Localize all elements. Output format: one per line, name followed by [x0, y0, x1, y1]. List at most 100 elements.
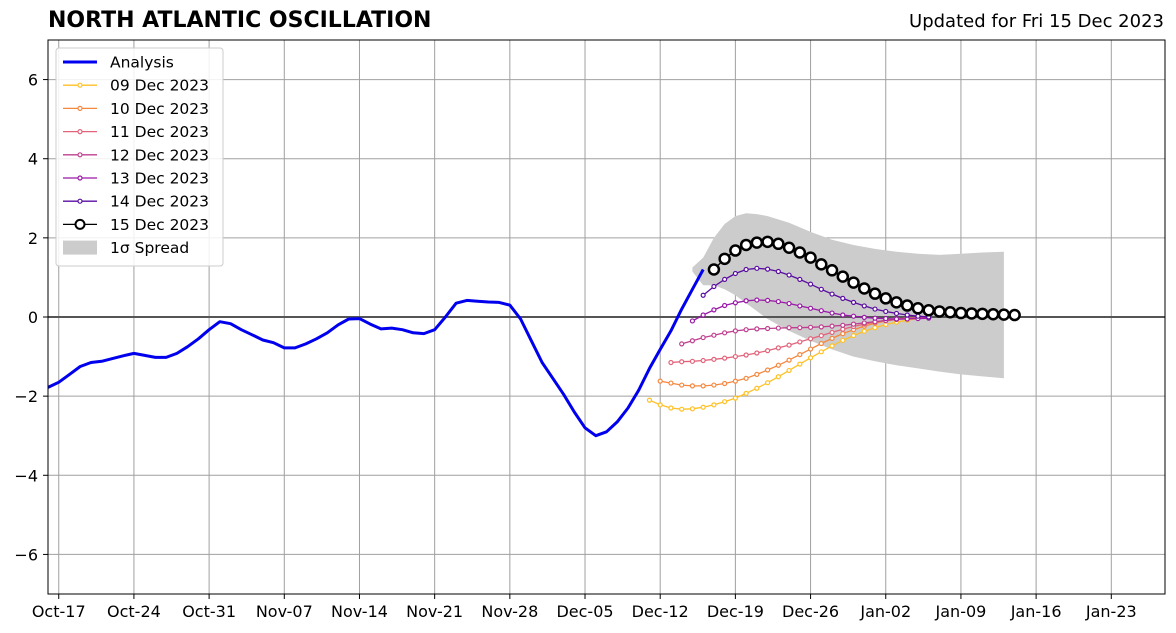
series-marker	[679, 406, 685, 412]
series-marker	[718, 252, 731, 266]
series-marker	[689, 358, 696, 364]
series-marker	[840, 322, 846, 328]
series-marker	[997, 308, 1011, 321]
series-15-dec-2023	[707, 235, 1021, 322]
series-marker	[711, 356, 717, 362]
spread-layer	[692, 213, 1004, 379]
series-marker	[700, 334, 706, 341]
series-marker	[743, 266, 749, 273]
x-tick-label: Nov-14	[331, 602, 388, 621]
series-marker	[657, 402, 663, 408]
series-marker	[840, 337, 846, 343]
series-marker	[847, 276, 860, 289]
series-marker	[754, 371, 760, 377]
series-marker	[689, 406, 696, 412]
series-marker	[722, 399, 728, 405]
y-tick-label: 6	[28, 71, 38, 90]
series-marker	[850, 299, 857, 305]
series-marker	[807, 281, 814, 287]
series-marker	[825, 264, 839, 277]
series-marker	[754, 326, 760, 332]
series-marker	[797, 303, 803, 309]
series-marker	[807, 336, 814, 342]
series-marker	[732, 378, 738, 384]
x-tick-label: Dec-12	[632, 602, 689, 621]
legend-marker	[77, 152, 83, 158]
legend-marker	[74, 218, 86, 230]
series-marker	[797, 325, 803, 331]
series-marker	[858, 282, 871, 295]
series-marker	[775, 374, 781, 380]
legend-item: 1σ Spread	[63, 239, 189, 257]
series-marker	[700, 383, 706, 389]
series-marker	[689, 383, 696, 389]
series-marker	[750, 236, 764, 249]
series-marker	[786, 357, 792, 363]
series-marker	[829, 329, 835, 336]
series-marker	[836, 270, 850, 283]
series-marker	[775, 362, 781, 368]
legend-item: 09 Dec 2023	[63, 77, 209, 95]
series-marker	[786, 300, 792, 307]
series-line	[47, 268, 705, 438]
series-marker	[850, 313, 857, 319]
series-marker	[765, 266, 771, 272]
series-marker	[711, 283, 717, 290]
legend-label: 10 Dec 2023	[110, 100, 209, 118]
series-marker	[722, 302, 728, 309]
series-marker	[743, 327, 749, 333]
legend-item: 15 Dec 2023	[63, 216, 209, 234]
legend-label: 09 Dec 2023	[110, 77, 209, 95]
legend-item: Analysis	[63, 54, 174, 72]
x-tick-label: Jan-09	[935, 602, 987, 621]
y-tick-label: −2	[14, 387, 38, 406]
y-tick-label: −4	[14, 466, 38, 485]
series-marker	[775, 325, 781, 331]
series-marker	[711, 332, 717, 338]
series-marker	[850, 321, 857, 327]
series-marker	[754, 350, 760, 356]
series-marker	[707, 263, 721, 276]
x-tick-label: Nov-28	[481, 602, 538, 621]
series-marker	[765, 367, 771, 373]
series-marker	[911, 302, 925, 315]
series-marker	[933, 305, 946, 318]
series-marker	[782, 241, 796, 254]
series-marker	[765, 325, 771, 332]
series-marker	[829, 335, 835, 341]
series-marker	[818, 340, 824, 347]
x-tick-label: Jan-02	[859, 602, 911, 621]
series-marker	[861, 328, 867, 334]
series-marker	[729, 244, 742, 257]
series-marker	[711, 382, 717, 388]
y-tick-label: −6	[14, 545, 38, 564]
series-marker	[850, 332, 857, 339]
x-tick-label: Dec-19	[707, 602, 764, 621]
series-marker	[761, 235, 774, 249]
series-marker	[732, 328, 738, 334]
y-tick-label: 2	[28, 229, 38, 248]
plot-frame	[47, 39, 1166, 595]
series-marker	[786, 367, 792, 374]
series-layer	[47, 235, 1021, 438]
series-marker	[818, 286, 824, 292]
series-marker	[890, 296, 903, 309]
series-marker	[775, 345, 781, 351]
series-marker	[807, 324, 814, 330]
legend-item: 10 Dec 2023	[63, 100, 209, 118]
legend-item: 13 Dec 2023	[63, 170, 209, 188]
series-marker	[722, 276, 728, 283]
series-marker	[804, 251, 817, 264]
series-marker	[711, 402, 717, 408]
x-tick-label: Dec-26	[782, 602, 839, 621]
series-marker	[722, 355, 728, 361]
series-marker	[754, 265, 760, 271]
axis-layer: Oct-17 Oct-24 Oct-31 Nov-07 Nov-14 Nov-21 Nov-…	[14, 71, 1136, 621]
legend: Analysis 09 Dec 2023 10 Dec 2023 11 Dec 202…	[55, 47, 224, 267]
series-marker	[872, 306, 878, 312]
series-analysis	[47, 268, 705, 438]
series-marker	[1008, 308, 1021, 322]
x-tick-label: Nov-07	[256, 602, 313, 621]
legend-item: 11 Dec 2023	[63, 123, 209, 141]
legend-label: 1σ Spread	[110, 239, 189, 257]
